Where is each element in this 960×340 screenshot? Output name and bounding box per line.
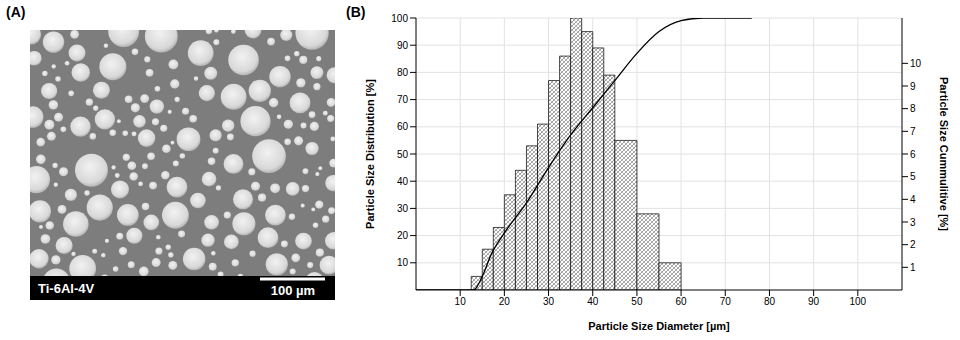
svg-text:1: 1	[910, 262, 916, 273]
svg-text:50: 50	[631, 296, 643, 307]
html-text:(A): (A)	[6, 4, 26, 20]
svg-text:80: 80	[764, 296, 776, 307]
svg-text:50: 50	[397, 149, 409, 160]
svg-text:Particle Size Distribution [%]: Particle Size Distribution [%]	[364, 79, 376, 229]
svg-text:10: 10	[910, 58, 922, 69]
svg-text:70: 70	[397, 94, 409, 105]
svg-text:3: 3	[910, 217, 916, 228]
svg-text:100 µm: 100 µm	[271, 283, 315, 298]
svg-text:9: 9	[910, 81, 916, 92]
svg-text:10: 10	[397, 257, 409, 268]
svg-text:90: 90	[808, 296, 820, 307]
svg-text:100: 100	[849, 296, 866, 307]
html-text:(B): (B)	[346, 4, 366, 20]
svg-text:20: 20	[397, 230, 409, 241]
svg-text:30: 30	[543, 296, 555, 307]
svg-text:Ti-6Al-4V: Ti-6Al-4V	[38, 281, 94, 296]
svg-text:20: 20	[499, 296, 511, 307]
svg-text:100: 100	[391, 13, 408, 24]
svg-text:7: 7	[910, 126, 916, 137]
svg-text:90: 90	[397, 40, 409, 51]
svg-text:10: 10	[455, 296, 467, 307]
svg-text:60: 60	[397, 121, 409, 132]
svg-text:4: 4	[910, 194, 916, 205]
svg-text:60: 60	[676, 296, 688, 307]
svg-text:8: 8	[910, 103, 916, 114]
svg-text:Particle Size Cummulitive [%]: Particle Size Cummulitive [%]	[938, 77, 950, 231]
svg-text:6: 6	[910, 149, 916, 160]
svg-text:70: 70	[720, 296, 732, 307]
svg-text:30: 30	[397, 203, 409, 214]
svg-text:40: 40	[397, 176, 409, 187]
svg-text:Particle Size Diameter [µm]: Particle Size Diameter [µm]	[588, 320, 730, 332]
svg-text:2: 2	[910, 239, 916, 250]
svg-text:5: 5	[910, 171, 916, 182]
svg-text:40: 40	[587, 296, 599, 307]
svg-text:80: 80	[397, 67, 409, 78]
